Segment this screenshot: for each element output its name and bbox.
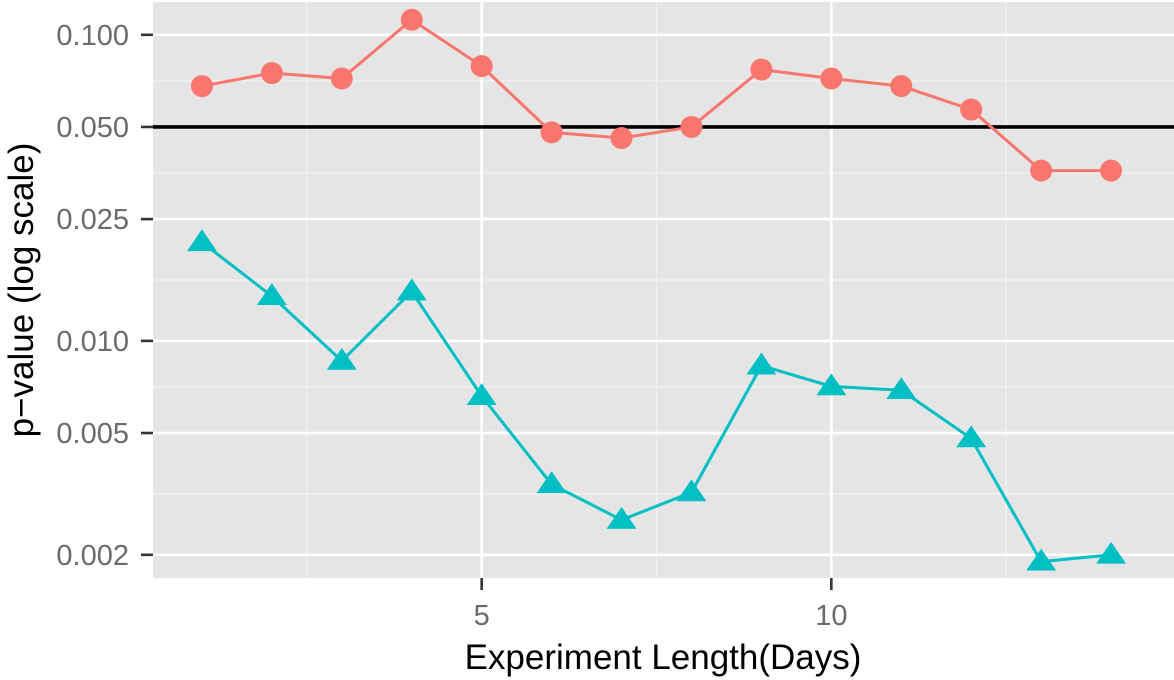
series-2-line <box>201 241 1112 564</box>
y-tick-label: 0.010 <box>56 326 129 358</box>
x-axis-title: Experiment Length(Days) <box>465 638 862 677</box>
series-2-point <box>256 283 287 306</box>
series-1-point <box>1030 159 1053 182</box>
series-2-point <box>466 383 497 405</box>
series-1-point <box>400 8 423 31</box>
series-1-point <box>750 58 773 81</box>
series-2-point <box>746 352 777 375</box>
y-axis-title: p−value (log scale) <box>2 143 41 438</box>
y-tick-label: 0.005 <box>56 418 129 450</box>
series-1-point <box>470 55 493 78</box>
series-1-point <box>260 62 283 85</box>
series-1-point <box>890 75 913 98</box>
series-2-point <box>187 229 217 252</box>
plot-panel <box>153 2 1174 578</box>
series-1-point <box>540 121 563 144</box>
series-2-point <box>676 479 707 502</box>
series-2-point <box>886 377 917 400</box>
series-1-line <box>201 18 1112 173</box>
series-2-point <box>396 278 427 301</box>
series-2-point <box>606 506 637 529</box>
series-layer <box>187 8 1127 571</box>
series-1-point <box>610 127 633 150</box>
series-2-point <box>956 425 987 448</box>
y-tick-label: 0.050 <box>56 112 129 144</box>
series-2-point <box>536 471 567 494</box>
series-1-point <box>330 67 353 90</box>
series-2-point <box>1096 541 1127 564</box>
series-1-point <box>960 98 983 121</box>
y-tick-label: 0.100 <box>56 20 129 52</box>
series-1-point <box>680 115 703 138</box>
y-tick-label: 0.002 <box>56 540 129 572</box>
series-1-point <box>1100 159 1123 182</box>
x-tick-label: 5 <box>474 600 490 632</box>
series-1-point <box>820 67 843 90</box>
y-tick-label: 0.025 <box>56 204 129 236</box>
series-2-point <box>816 373 847 396</box>
minor-gridlines <box>153 2 1174 578</box>
axis-layer: 0.002 0.005 0.010 0.025 0.050 0.100 5 10 <box>56 20 847 632</box>
x-tick-label: 10 <box>815 600 847 632</box>
series-2-point <box>1026 548 1057 571</box>
series-1-point <box>190 75 213 98</box>
series-2-point <box>326 347 357 370</box>
